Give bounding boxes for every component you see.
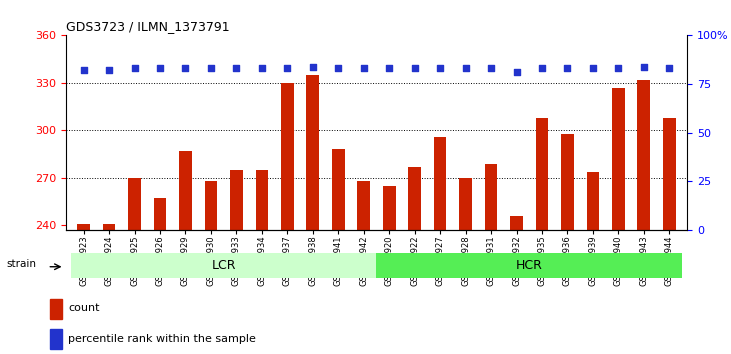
Bar: [154, 199, 167, 230]
Point: [103, 68, 115, 73]
Bar: [459, 178, 472, 230]
Point: [358, 66, 370, 72]
Bar: [586, 172, 599, 230]
Point: [409, 66, 420, 72]
Bar: [332, 149, 344, 230]
Point: [230, 66, 242, 72]
Bar: [71, 253, 376, 278]
Bar: [433, 137, 447, 230]
Text: percentile rank within the sample: percentile rank within the sample: [68, 334, 256, 344]
Text: GDS3723 / ILMN_1373791: GDS3723 / ILMN_1373791: [66, 20, 230, 33]
Bar: [357, 181, 370, 230]
Point: [205, 66, 217, 72]
Bar: [510, 216, 523, 230]
Point: [180, 66, 192, 72]
Bar: [256, 170, 268, 230]
Text: strain: strain: [7, 259, 37, 269]
Bar: [230, 170, 243, 230]
Point: [383, 66, 395, 72]
Bar: [103, 224, 115, 230]
Bar: [281, 83, 294, 230]
Point: [333, 66, 344, 72]
Point: [281, 66, 293, 72]
Bar: [77, 224, 90, 230]
Point: [587, 66, 599, 72]
Bar: [485, 164, 497, 230]
Point: [129, 66, 140, 72]
Point: [511, 69, 523, 75]
Point: [77, 68, 89, 73]
Bar: [205, 181, 217, 230]
Bar: [561, 133, 574, 230]
Point: [561, 66, 573, 72]
Bar: [383, 186, 395, 230]
Bar: [128, 178, 141, 230]
Point: [154, 66, 166, 72]
Text: count: count: [68, 303, 100, 313]
Point: [613, 66, 624, 72]
Bar: [179, 151, 192, 230]
Bar: [376, 253, 682, 278]
Bar: [663, 118, 675, 230]
Text: HCR: HCR: [516, 259, 542, 272]
Bar: [409, 167, 421, 230]
Point: [256, 66, 268, 72]
Bar: [306, 75, 319, 230]
Bar: [637, 80, 650, 230]
Point: [536, 66, 548, 72]
Point: [485, 66, 497, 72]
Text: LCR: LCR: [211, 259, 236, 272]
Bar: [50, 329, 62, 349]
Point: [307, 64, 319, 69]
Bar: [50, 298, 62, 319]
Bar: [536, 118, 548, 230]
Point: [460, 66, 471, 72]
Point: [664, 66, 675, 72]
Point: [638, 64, 650, 69]
Point: [434, 66, 446, 72]
Bar: [612, 88, 625, 230]
